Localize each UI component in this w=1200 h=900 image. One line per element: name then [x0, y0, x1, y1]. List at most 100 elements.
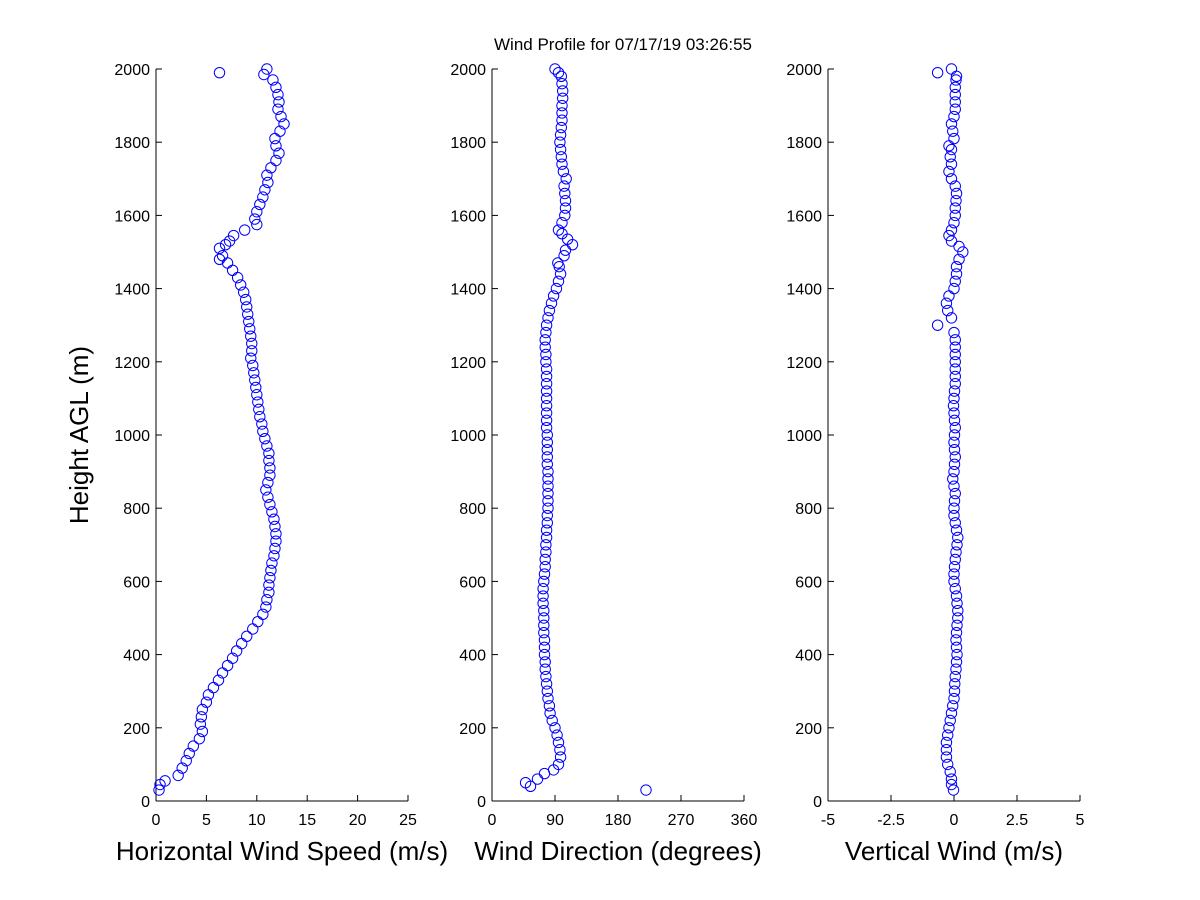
vertical-wind-point — [948, 429, 961, 441]
horizontal-wind-speed-point — [258, 68, 270, 81]
vertical-wind-point — [948, 692, 960, 705]
wind-direction-point — [541, 517, 553, 529]
horizontal-wind-speed-point — [245, 352, 257, 364]
horizontal-wind-speed-point — [246, 345, 258, 357]
wind-direction-point — [537, 583, 549, 595]
horizontal-wind-speed-point — [226, 652, 239, 664]
horizontal-wind-speed-point — [270, 154, 282, 167]
horizontal-wind-speed-point — [247, 623, 259, 635]
vertical-wind-point — [945, 312, 958, 324]
vertical-y-tick-label: 1600 — [786, 208, 822, 225]
vertical-wind-point — [948, 326, 960, 339]
vertical-x-tick-label: 5 — [1076, 812, 1085, 829]
vertical-y-tick-label: 1800 — [786, 135, 822, 152]
vertical-wind-point — [945, 235, 958, 247]
vertical-wind-point — [953, 253, 965, 266]
wind-direction-point — [542, 312, 554, 324]
wind-direction-point — [554, 751, 567, 763]
wind-direction-point — [552, 66, 565, 79]
wind-direction-point — [539, 561, 551, 573]
figure-title: Wind Profile for 07/17/19 03:26:55 — [494, 35, 752, 54]
wind-direction-point — [551, 729, 563, 741]
wind-direction-point — [540, 407, 553, 419]
horizontal-wind-speed-point — [260, 484, 272, 496]
wind-direction-point — [559, 202, 572, 214]
horizontal-wind-speed-point — [261, 440, 273, 452]
horizontal-wind-speed-point — [273, 96, 285, 108]
vertical-wind-point — [948, 282, 960, 295]
vertical-y-tick-label: 200 — [795, 721, 822, 738]
vertical-wind-point — [949, 341, 961, 353]
vertical-wind-point — [949, 334, 961, 346]
wind-direction-point — [554, 744, 566, 756]
horizontal-wind-speed-point — [252, 615, 264, 628]
speed-x-tick-label: 25 — [399, 812, 417, 829]
speed-panel: 0 200 400 600 800 1000 1200 1400 1600 1800 2000 0 5 1… — [64, 62, 448, 866]
horizontal-wind-speed-point — [266, 506, 278, 518]
vertical-wind-point — [945, 778, 958, 791]
wind-direction-point — [552, 275, 565, 287]
vertical-wind-point — [950, 524, 963, 536]
vertical-wind-point — [949, 88, 961, 101]
vertical-wind-point — [949, 487, 961, 500]
vertical-wind-point — [949, 517, 961, 529]
wind-direction-point — [540, 414, 553, 427]
horizontal-wind-speed-point — [274, 125, 286, 137]
vertical-wind-point — [945, 224, 958, 236]
wind-direction-point — [554, 143, 567, 156]
wind-direction-point — [542, 502, 554, 514]
horizontal-wind-speed-point — [248, 367, 260, 379]
vertical-wind-point — [948, 509, 960, 522]
wind-direction-point — [540, 392, 553, 405]
vertical-wind-point — [951, 597, 963, 610]
direction-y-tick-label: 1000 — [450, 428, 486, 445]
vertical-wind-point — [942, 758, 954, 771]
horizontal-wind-speed-point — [241, 630, 253, 642]
vertical-wind-point — [943, 229, 955, 242]
wind-direction-point — [543, 304, 556, 317]
horizontal-wind-speed-point — [247, 359, 259, 372]
wind-direction-point — [537, 597, 549, 610]
vertical-wind-point — [952, 604, 964, 617]
vertical-wind-point — [949, 553, 961, 566]
vertical-x-tick-label: 2.5 — [1006, 812, 1028, 829]
vertical-x-tick-label: -2.5 — [877, 812, 905, 829]
wind-direction-point — [541, 443, 553, 456]
wind-direction-point — [552, 257, 564, 269]
horizontal-wind-speed-point — [259, 184, 271, 196]
wind-direction-point — [542, 692, 554, 705]
vertical-wind-point — [931, 66, 944, 79]
vertical-wind-point — [949, 421, 961, 434]
horizontal-wind-speed-point — [259, 432, 271, 445]
vertical-wind-point — [948, 561, 961, 573]
vertical-wind-point — [947, 473, 959, 485]
horizontal-wind-speed-point — [226, 264, 239, 276]
wind-direction-point — [555, 121, 567, 134]
horizontal-wind-speed-point — [195, 711, 208, 723]
wind-direction-point — [541, 429, 553, 441]
wind-direction-point — [555, 151, 567, 163]
horizontal-wind-speed-point — [235, 637, 248, 650]
direction-y-tick-label: 200 — [459, 721, 486, 738]
vertical-y-tick-label: 1200 — [786, 355, 822, 372]
speed-x-tick-label: 10 — [248, 812, 266, 829]
horizontal-wind-speed-point — [263, 454, 275, 467]
horizontal-wind-speed-point — [153, 784, 165, 796]
horizontal-wind-speed-point — [202, 689, 215, 701]
horizontal-wind-speed-point — [242, 308, 254, 320]
wind-direction-point — [540, 546, 552, 558]
horizontal-wind-speed-point — [241, 301, 253, 313]
vertical-wind-point — [948, 443, 961, 456]
vertical-y-tick-label: 1400 — [786, 282, 822, 299]
vertical-wind-point — [949, 370, 961, 383]
horizontal-wind-speed-point — [272, 88, 284, 101]
wind-direction-point — [539, 334, 551, 346]
horizontal-wind-speed-point — [246, 337, 258, 350]
vertical-wind-point — [948, 685, 961, 697]
horizontal-wind-speed-point — [200, 696, 213, 708]
horizontal-wind-speed-point — [261, 594, 273, 606]
horizontal-wind-speed-point — [249, 374, 261, 386]
wind-direction-point — [539, 553, 551, 566]
wind-direction-point — [558, 249, 570, 262]
vertical-wind-point — [950, 74, 962, 86]
